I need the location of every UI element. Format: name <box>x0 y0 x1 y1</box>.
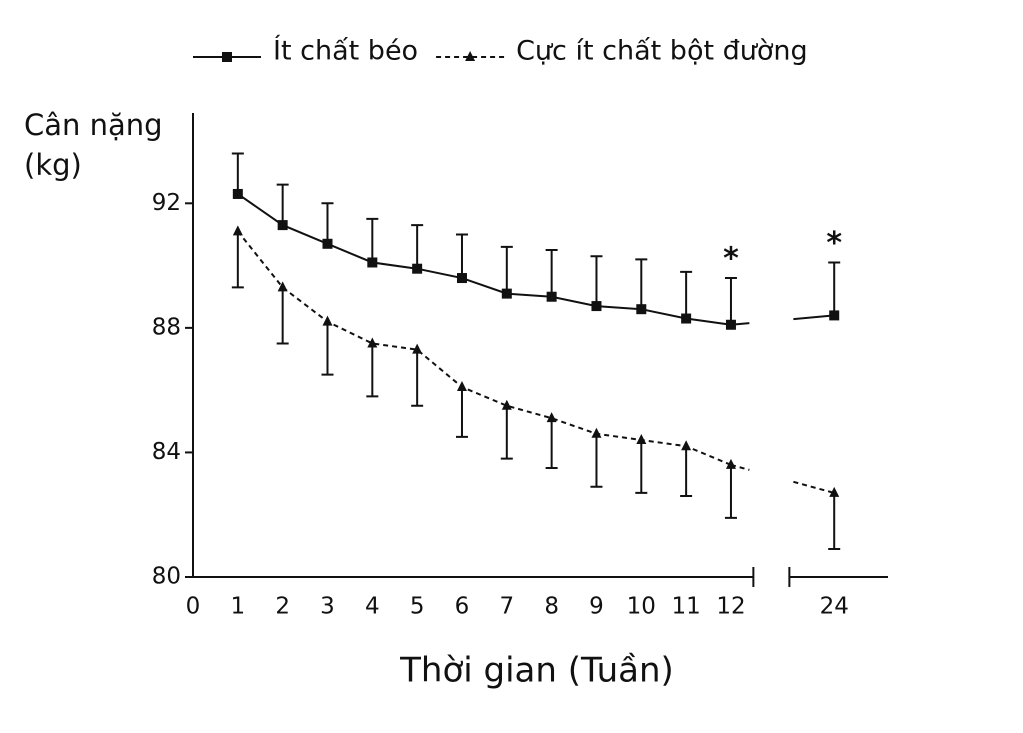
error-bar <box>366 343 379 398</box>
marker <box>501 399 512 410</box>
marker <box>829 310 840 321</box>
error-bar <box>321 202 334 244</box>
marker <box>232 225 243 236</box>
marker <box>501 288 512 299</box>
error-bar <box>276 287 289 345</box>
x-tick-label: 2 <box>275 594 290 620</box>
marker <box>546 291 557 302</box>
error-bar <box>455 233 468 279</box>
marker <box>322 238 333 249</box>
error-bar <box>545 418 558 470</box>
error-bar <box>411 224 424 269</box>
legend-label: Ít chất béo <box>273 35 418 67</box>
x-tick-label: 0 <box>186 594 201 620</box>
error-bar <box>276 183 289 226</box>
marker <box>412 343 423 354</box>
y-axis-label: (kg) <box>24 148 82 182</box>
error-bar <box>231 152 244 194</box>
y-tick-label: 84 <box>152 439 181 465</box>
marker <box>322 315 333 326</box>
marker <box>367 257 378 268</box>
error-bar <box>590 255 603 307</box>
error-bar <box>828 492 841 550</box>
marker <box>636 433 647 444</box>
y-axis-label: Cân nặng <box>24 108 163 142</box>
marker <box>232 188 243 199</box>
error-bar <box>500 245 513 294</box>
error-bar <box>231 231 244 289</box>
marker <box>725 458 736 469</box>
marker <box>591 301 602 312</box>
error-bar <box>455 387 468 438</box>
marker <box>277 281 288 292</box>
legend-label: Cực ít chất bột đường <box>516 36 808 67</box>
marker <box>277 220 288 231</box>
x-tick-label: 9 <box>589 594 604 620</box>
marker <box>636 304 647 315</box>
y-tick-label: 92 <box>152 190 181 216</box>
x-tick-label: 24 <box>820 594 849 620</box>
error-bar <box>680 270 693 319</box>
legend-marker <box>465 51 476 61</box>
marker <box>367 337 378 348</box>
error-bar <box>366 217 379 263</box>
marker <box>681 440 692 451</box>
x-tick-label: 4 <box>365 594 380 620</box>
annotation: * <box>723 242 739 277</box>
marker <box>725 319 736 330</box>
error-bar <box>635 258 648 310</box>
x-tick-label: 5 <box>410 594 425 620</box>
y-tick-label: 80 <box>152 564 181 590</box>
legend-marker <box>222 52 232 62</box>
marker <box>829 486 840 497</box>
x-tick-label: 11 <box>671 594 700 620</box>
x-tick-label: 12 <box>716 594 745 620</box>
x-tick-label: 3 <box>320 594 335 620</box>
x-axis-label: Thời gian (Tuần) <box>399 651 674 691</box>
marker <box>546 412 557 423</box>
error-bar <box>411 349 424 407</box>
error-bar <box>828 261 841 316</box>
error-bar <box>500 405 513 460</box>
annotation: * <box>826 226 842 261</box>
x-tick-label: 8 <box>544 594 559 620</box>
error-bar <box>545 249 558 297</box>
y-tick-label: 88 <box>152 314 181 340</box>
error-bar <box>635 439 648 494</box>
marker <box>412 263 423 274</box>
error-bar <box>724 277 737 325</box>
x-tick-label: 10 <box>627 594 656 620</box>
x-tick-label: 1 <box>231 594 246 620</box>
marker <box>681 313 692 324</box>
break-stub <box>793 314 835 321</box>
error-bar <box>680 446 693 498</box>
marker <box>456 273 467 284</box>
error-bar <box>724 464 737 519</box>
x-tick-label: 6 <box>455 594 470 620</box>
x-tick-label: 7 <box>499 594 514 620</box>
marker <box>591 427 602 438</box>
error-bar <box>321 321 334 376</box>
break-stub <box>793 480 835 494</box>
marker <box>456 381 467 392</box>
error-bar <box>590 433 603 488</box>
